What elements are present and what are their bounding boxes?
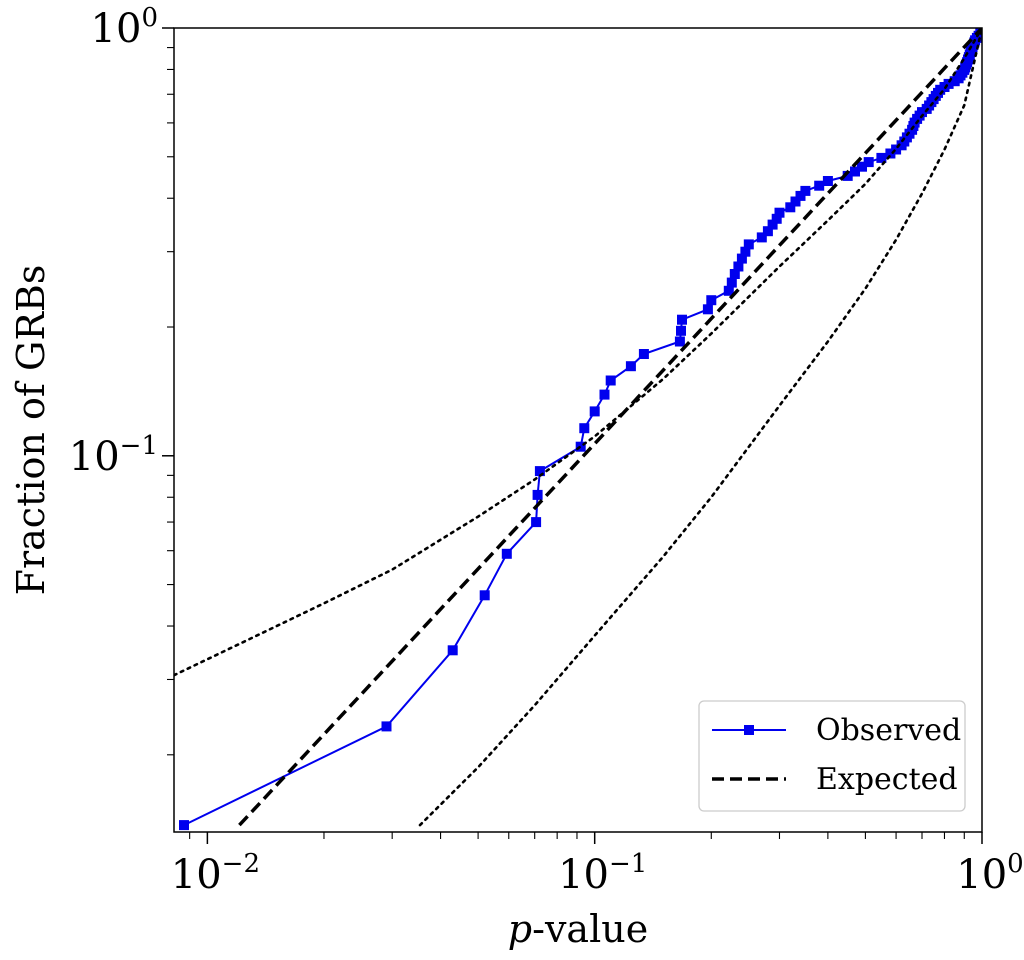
legend-observed-marker [744,725,754,735]
legend: Observed Expected [698,700,966,812]
observed-point-12 [605,375,616,386]
observed-point-17 [677,314,687,325]
observed-point-7 [534,466,545,477]
y-tick-label-1-base: 10 [91,6,142,52]
observed-point-9 [579,423,590,434]
x-tick-label-0-base: 10 [171,852,222,898]
x-tick-label-0: 10−2 [171,849,260,898]
observed-point-0 [179,820,189,831]
observed-point-40 [857,161,867,172]
observed-point-24 [736,253,747,264]
observed-point-42 [876,152,887,163]
legend-expected-label: Expected [816,762,958,797]
observed-point-14 [638,349,649,359]
observed-point-27 [756,232,767,243]
x-tick-label-1: 10−1 [558,849,647,898]
observed-point-25 [740,246,751,257]
observed-point-31 [774,207,785,218]
y-tick-label-0: 10−1 [69,431,158,480]
observed-point-33 [790,196,801,207]
plot-frame [173,27,983,833]
x-tick-label-2: 100 [956,849,1023,898]
observed-point-8 [575,441,586,452]
observed-point-21 [726,277,737,288]
observed-point-29 [767,219,778,230]
observed-point-38 [842,170,853,181]
observed-point-6 [532,489,543,500]
observed-point-10 [589,406,600,417]
x-axis-label-var: p [508,907,532,951]
observed-point-3 [479,590,490,601]
observed-point-11 [599,389,610,400]
series-layer [174,28,982,831]
observed-point-37 [822,176,833,186]
observed-point-13 [625,361,636,372]
observed-point-18 [702,304,713,315]
observed-point-39 [850,166,860,177]
observed-point-5 [531,517,542,528]
x-tick-label-1-base: 10 [558,852,609,898]
legend-box [698,700,966,812]
observed-point-44 [891,144,902,155]
observed-point-35 [800,185,811,196]
observed-point-30 [771,213,782,224]
observed-point-43 [885,148,896,159]
observed-point-4 [501,548,512,559]
observed-point-19 [706,295,717,306]
y-tick-label-0-exp: −1 [120,431,158,461]
legend-observed-label: Observed [816,713,961,748]
x-tick-label-0-exp: −2 [222,849,260,879]
observed-point-2 [447,645,458,656]
observed-point-36 [814,180,825,191]
observed-point-63 [943,78,954,89]
y-axis-label: Fraction of GRBs [9,265,53,596]
observed-point-1 [381,721,392,732]
y-tick-label-1-exp: 0 [141,3,158,33]
y-tick-label-1: 100 [91,3,158,52]
x-tick-label-2-base: 10 [956,852,1007,898]
observed-point-20 [723,285,734,296]
observed-point-23 [733,261,744,272]
y-tick-label-0-base: 10 [69,434,120,480]
observed-point-26 [743,239,754,250]
observed-point-15 [674,336,685,347]
observed-point-22 [729,269,740,279]
observed-point-28 [762,226,773,237]
series-line-3 [418,28,982,827]
x-tick-label-1-exp: −1 [609,849,647,879]
observed-point-16 [676,325,686,336]
series-line-1 [238,28,982,827]
x-axis-label: p-value [508,907,648,951]
x-axis-label-rest: -value [532,907,648,951]
series-line-2 [174,28,982,677]
observed-point-41 [863,157,874,168]
x-tick-label-2-exp: 0 [1007,849,1024,879]
observed-point-32 [785,202,796,213]
